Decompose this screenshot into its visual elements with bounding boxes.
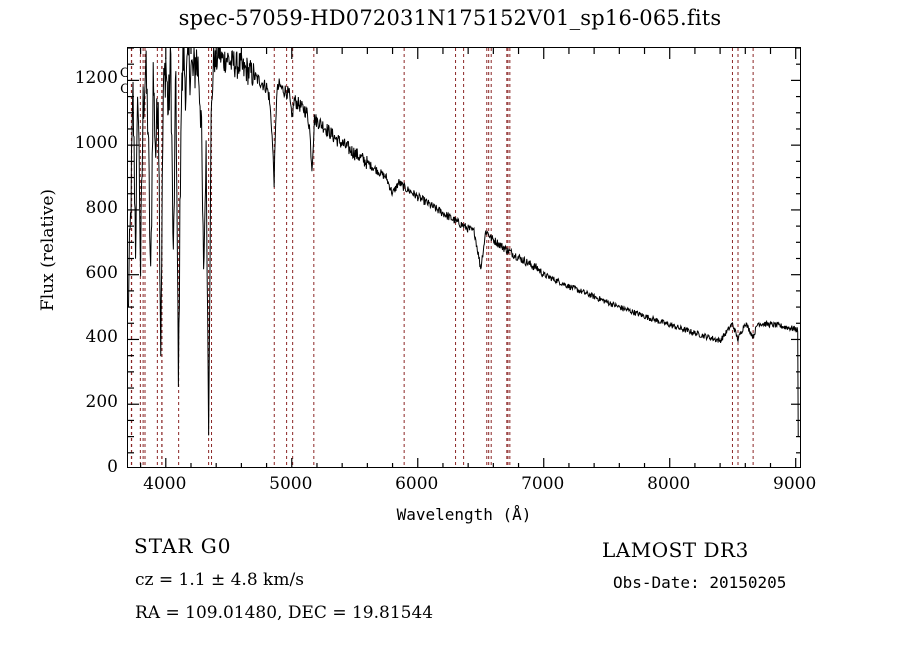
spectrum-plot bbox=[127, 47, 801, 468]
page-title: spec-57059-HD072031N175152V01_sp16-065.f… bbox=[178, 6, 722, 30]
y-tick-label: 800 bbox=[85, 197, 118, 218]
coordinates: RA = 109.01480, DEC = 19.81544 bbox=[135, 603, 434, 623]
y-tick-label: 400 bbox=[85, 327, 118, 348]
redshift-velocity: cz = 1.1 ± 4.8 km/s bbox=[135, 570, 304, 590]
x-tick-label: 5000 bbox=[269, 474, 313, 494]
survey-name: LAMOST DR3 bbox=[602, 538, 749, 562]
x-tick-label: 6000 bbox=[395, 474, 439, 494]
x-tick-label: 8000 bbox=[647, 474, 691, 494]
y-tick-label: 200 bbox=[85, 392, 118, 413]
y-tick-label: 0 bbox=[107, 457, 118, 477]
y-tick-label: 1200 bbox=[74, 68, 118, 89]
plot-canvas bbox=[128, 48, 800, 467]
x-tick-label: 7000 bbox=[521, 474, 565, 494]
spectrum-trace bbox=[128, 48, 800, 467]
x-tick-label: 9000 bbox=[773, 474, 817, 494]
x-axis-label: Wavelength (Å) bbox=[396, 505, 532, 524]
y-tick-label: 1000 bbox=[74, 133, 118, 154]
x-tick-label: 4000 bbox=[143, 474, 187, 494]
object-class: STAR G0 bbox=[134, 534, 232, 558]
observation-date: Obs-Date: 20150205 bbox=[613, 573, 787, 592]
y-tick-label: 600 bbox=[85, 262, 118, 283]
